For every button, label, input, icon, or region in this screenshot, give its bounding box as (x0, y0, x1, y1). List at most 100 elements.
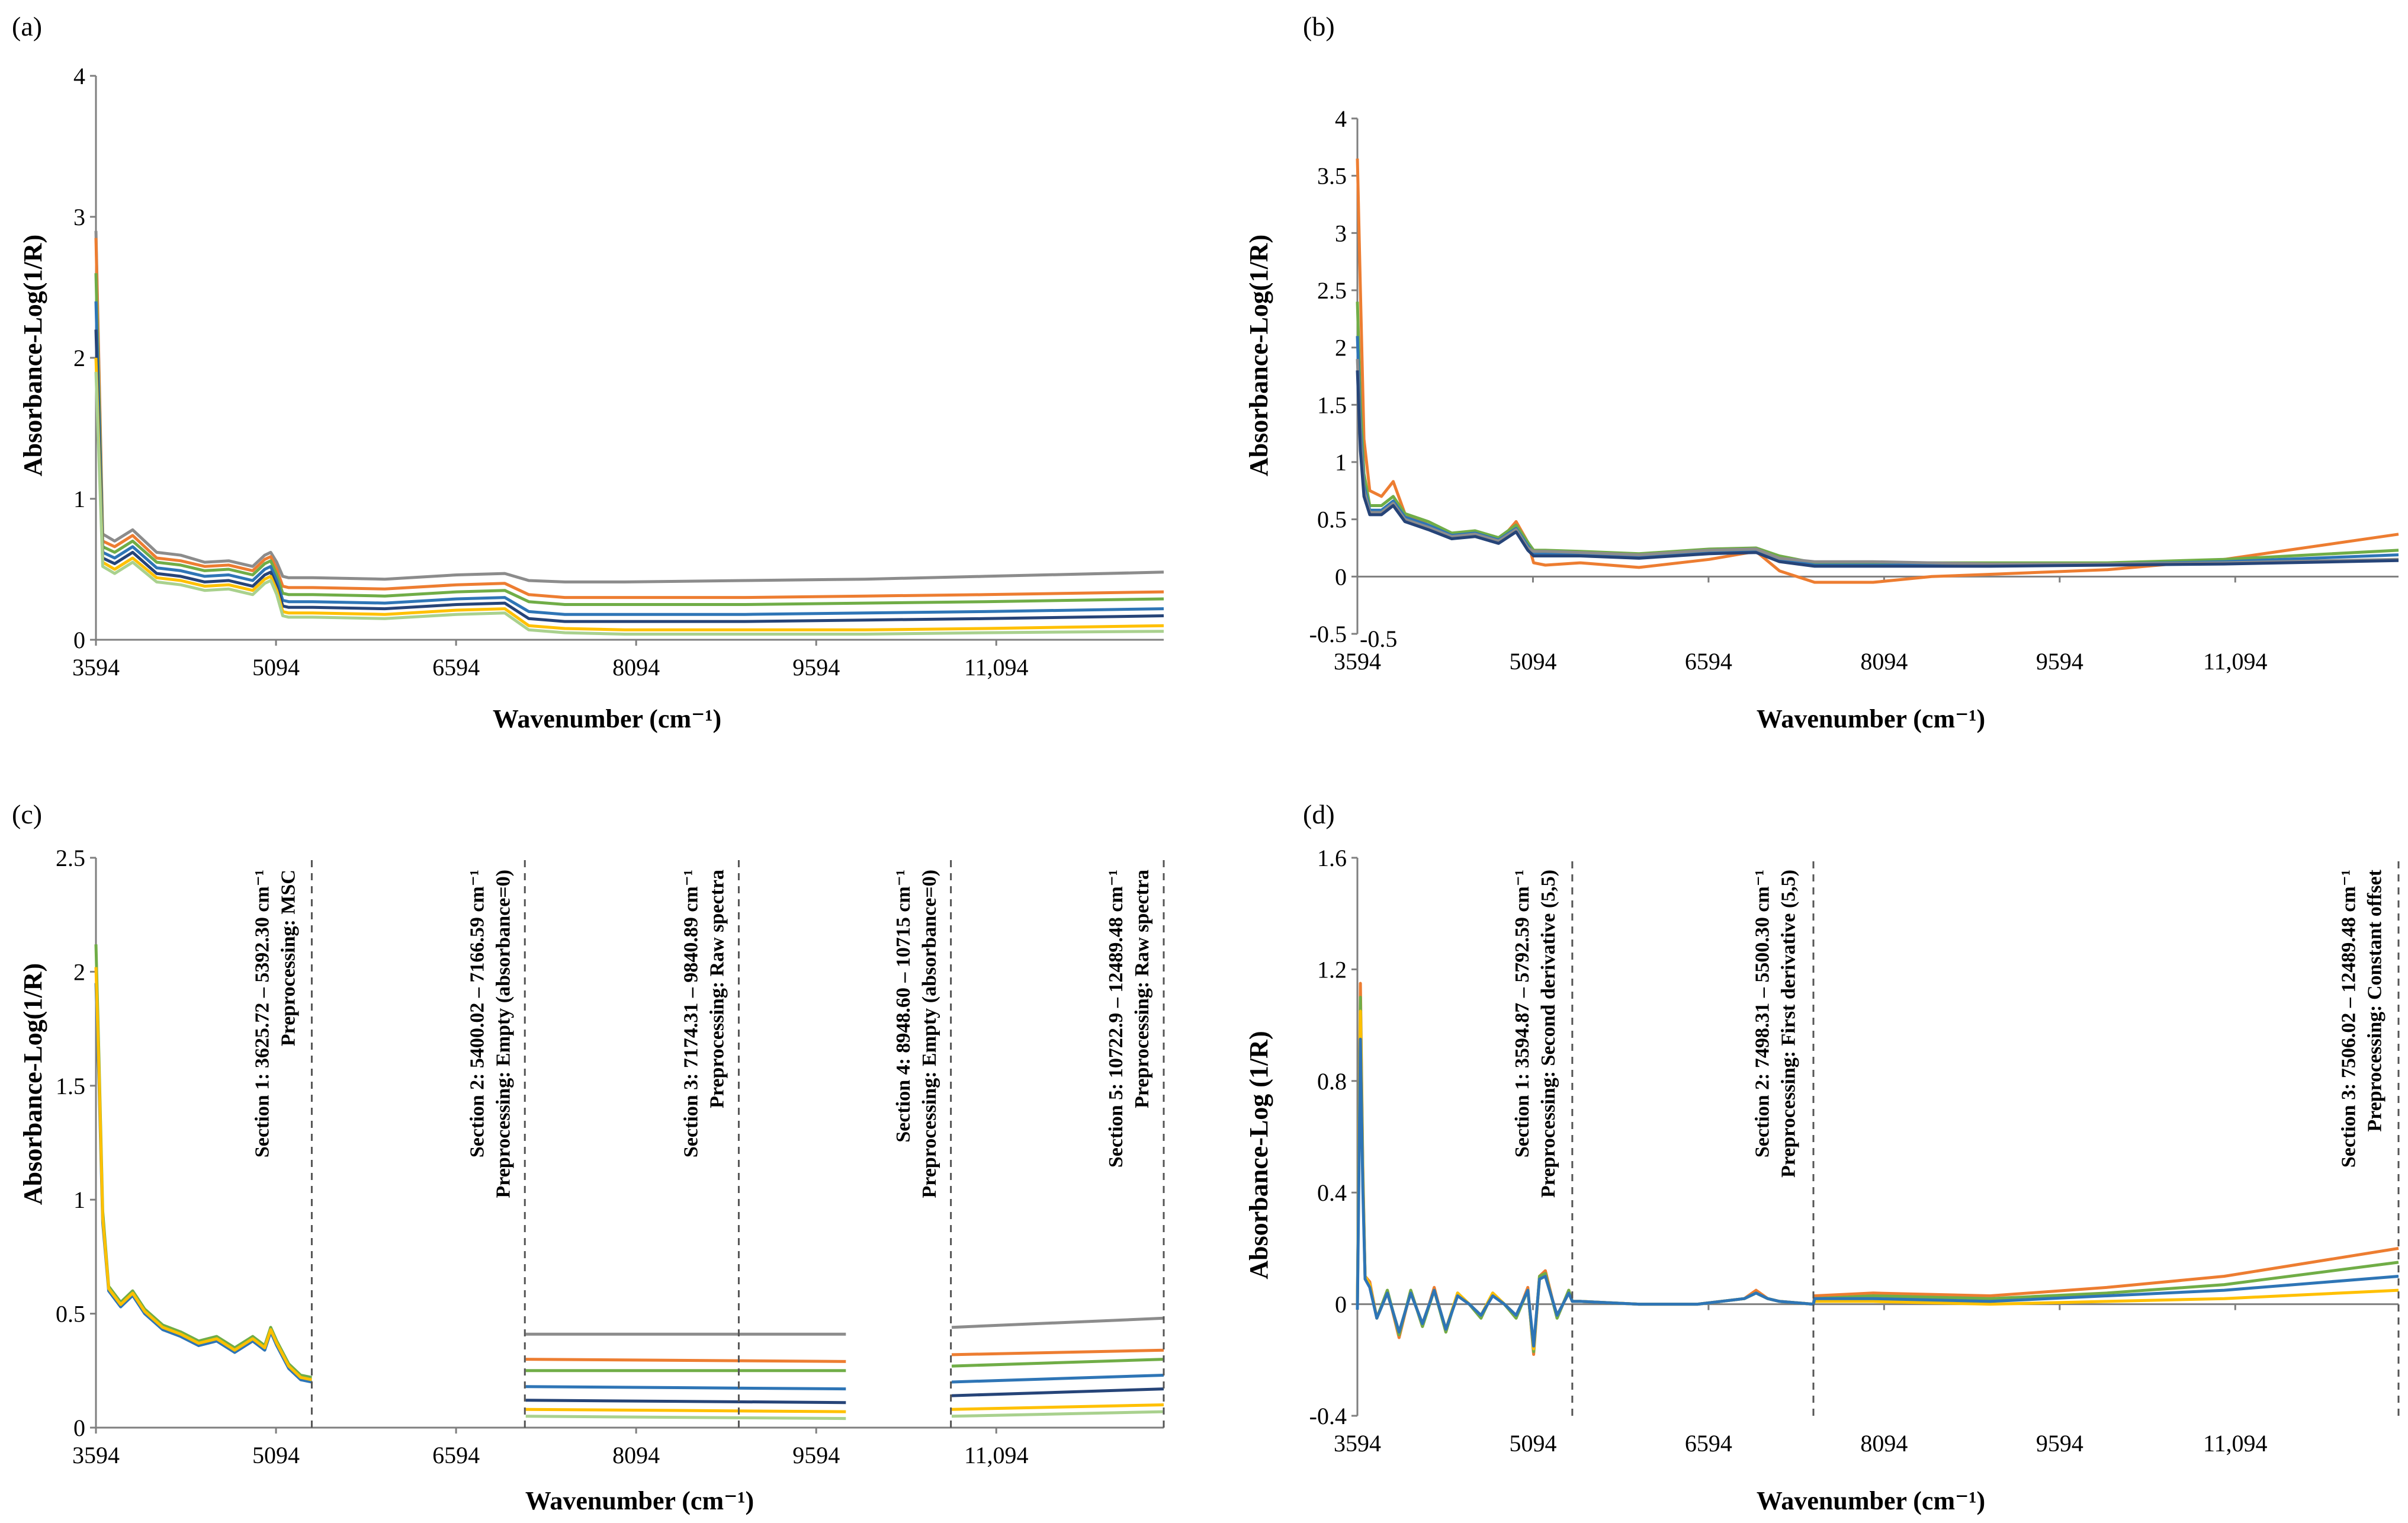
panel-b-ylabel: Absorbance-Log(1/R) (1244, 235, 1273, 476)
x-tick-label: 9594 (792, 1442, 840, 1469)
series-line-s5-section5 (951, 1387, 1164, 1397)
y-tick-label: 1.5 (56, 1073, 85, 1099)
series-line-s5 (94, 329, 1164, 623)
panel-d-ylabel: Absorbance-Log (1/R) (1244, 1031, 1273, 1279)
panel-a-ylabel: Absorbance-Log(1/R) (18, 235, 47, 476)
y-tick-label: 3 (1335, 220, 1347, 246)
x-tick-label: 6594 (1685, 1430, 1732, 1457)
y-tick-label: 1 (73, 486, 85, 512)
x-tick-label: 5094 (1509, 648, 1556, 675)
series-line-s6 (94, 357, 1164, 631)
y-tick-label: 2 (73, 958, 85, 985)
x-tick-label: 8094 (612, 1442, 660, 1469)
panel-a-label: (a) (12, 11, 42, 41)
series-line-s3-section5 (951, 1358, 1164, 1368)
annotation-line1: Section 5: 10722.9 – 12489.48 cm⁻¹ (1105, 870, 1127, 1168)
y-tick-label: 2.5 (1317, 277, 1347, 304)
series-line-s4-section5 (951, 1374, 1164, 1384)
annotation-line1: Section 1: 3625.72 – 5392.30 cm⁻¹ (252, 870, 274, 1158)
y-tick-label: 3.5 (1317, 163, 1347, 190)
x-tick-label: 5094 (252, 654, 300, 681)
y-tick-label: 1 (73, 1187, 85, 1213)
annotation-line1: Section 3: 7506.02 – 12489.48 cm⁻¹ (2338, 870, 2360, 1168)
panel-b: (b) Wavenumber (cm⁻¹) Absorbance-Log(1/R… (1244, 11, 2399, 733)
y-tick-label: 0.4 (1317, 1179, 1347, 1206)
x-tick-label: 9594 (2036, 648, 2083, 675)
panel-b-label: (b) (1303, 11, 1335, 41)
annotation-line1: Section 3: 7174.31 – 9840.89 cm⁻¹ (680, 870, 702, 1158)
series-line-s4 (1356, 1037, 2399, 1348)
y-tick-label: 1.5 (1317, 392, 1347, 418)
series-line-s1 (1356, 158, 2399, 584)
panel-c: (c) Wavenumber (cm⁻¹) Absorbance-Log(1/R… (12, 799, 1165, 1515)
panel-b-xlabel: Wavenumber (cm⁻¹) (1757, 704, 1985, 733)
annotation-line2: Preprocessing: Empty (absorbance=0) (919, 870, 940, 1198)
y-tick-label: -0.5 (1309, 621, 1347, 647)
series-line-s2 (94, 238, 1164, 599)
y-tick-label: 0.5 (56, 1301, 85, 1328)
series-line-s4 (1356, 358, 2399, 566)
y-tick-label: 0 (73, 1415, 85, 1441)
annotation-line1: Section 2: 7498.31 – 5500.30 cm⁻¹ (1751, 870, 1773, 1158)
x-tick-label: 9594 (2036, 1430, 2083, 1457)
annotation-line2: Preprocessing: Empty (absorbance=0) (492, 870, 514, 1198)
panel-a: (a) Wavenumber (cm⁻¹) Absorbance-Log(1/R… (12, 11, 1164, 733)
panel-d-label: (d) (1303, 799, 1335, 829)
series-line-s1-section5 (951, 1316, 1164, 1329)
series-line-s2-section3 (525, 1358, 846, 1363)
x-tick-label: 3594 (72, 654, 120, 681)
annotation-line2: Preprocessing: Raw spectra (706, 870, 728, 1108)
x-tick-label: 11,094 (964, 654, 1029, 681)
x-tick-label: 3594 (1334, 1430, 1381, 1457)
x-tick-label: 8094 (1860, 1430, 1908, 1457)
panel-d-xlabel: Wavenumber (cm⁻¹) (1757, 1486, 1985, 1515)
series-line-s7 (94, 371, 1164, 636)
panel-c-label: (c) (12, 799, 42, 829)
y-tick-label: -0.4 (1309, 1403, 1347, 1429)
x-tick-label: 11,094 (2203, 1430, 2268, 1457)
section-annotation: Section 5: 10722.9 – 12489.48 cm⁻¹ Prepro… (1105, 870, 1153, 1168)
y-tick-label: 3 (73, 204, 85, 230)
x-tick-label: 3594 (72, 1442, 120, 1469)
y-tick-label: 0.8 (1317, 1068, 1347, 1095)
panel-d: (d) Wavenumber (cm⁻¹) Absorbance-Log (1/… (1244, 799, 2400, 1515)
extra-y-label: -0.5 (1360, 626, 1397, 652)
y-tick-label: 0 (73, 627, 85, 653)
annotation-line2: Preprocessing: Raw spectra (1131, 870, 1153, 1108)
y-tick-label: 0 (1335, 563, 1347, 590)
x-tick-label: 3594 (1334, 648, 1381, 675)
annotation-line2: Preprocessing: First derivative (5,5) (1777, 870, 1799, 1178)
section-annotation: Section 2: 7498.31 – 5500.30 cm⁻¹ Preproc… (1751, 870, 1799, 1178)
panel-c-xlabel: Wavenumber (cm⁻¹) (525, 1486, 754, 1515)
x-tick-label: 11,094 (964, 1442, 1029, 1469)
series-line-s7-section3 (525, 1415, 846, 1421)
annotation-line1: Section 4: 8948.60 – 10715 cm⁻¹ (892, 870, 914, 1143)
y-tick-label: 2 (73, 345, 85, 371)
series-line-s3 (94, 273, 1164, 606)
series-line-s2-section5 (951, 1348, 1164, 1357)
section-annotation: Section 3: 7174.31 – 9840.89 cm⁻¹ Preproc… (680, 870, 728, 1158)
x-tick-label: 11,094 (2203, 648, 2268, 675)
section-annotation: Section 3: 7506.02 – 12489.48 cm⁻¹ Prepro… (2338, 869, 2386, 1168)
y-tick-label: 2 (1335, 335, 1347, 361)
panel-a-xlabel: Wavenumber (cm⁻¹) (493, 704, 721, 733)
series-line-s6-section5 (951, 1403, 1164, 1411)
panel-c-ylabel: Absorbance-Log(1/R) (18, 963, 47, 1205)
series-line-s4-section3 (525, 1385, 846, 1391)
y-tick-label: 0 (1335, 1291, 1347, 1318)
y-tick-label: 4 (1335, 105, 1347, 132)
series-line-s7-section5 (951, 1410, 1164, 1418)
x-tick-label: 6594 (432, 1442, 480, 1469)
x-tick-label: 6594 (432, 654, 480, 681)
y-tick-label: 1 (1335, 449, 1347, 476)
series-line-s3-section1 (94, 967, 313, 1381)
series-line-s4 (94, 301, 1164, 616)
series-line-s5-section3 (525, 1399, 846, 1405)
x-tick-label: 9594 (792, 654, 840, 681)
y-tick-label: 0.5 (1317, 506, 1347, 533)
annotation-line1: Section 2: 5400.02 – 7166.59 cm⁻¹ (466, 870, 488, 1158)
y-tick-label: 4 (73, 63, 85, 89)
x-tick-label: 5094 (1509, 1430, 1556, 1457)
series-line-s5 (1356, 370, 2399, 568)
